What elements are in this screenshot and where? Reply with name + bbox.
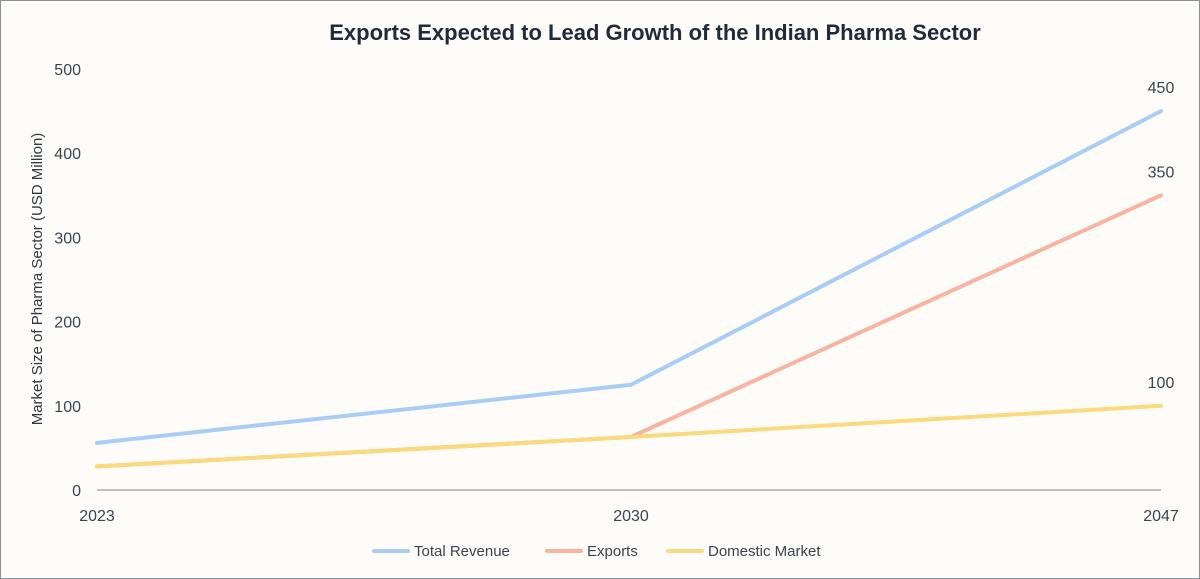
x-tick-label: 2047 [1143, 508, 1179, 525]
x-tick-label: 2023 [79, 508, 115, 525]
y-tick-label: 300 [54, 230, 81, 247]
y-tick-label: 0 [72, 483, 81, 500]
legend-label: Domestic Market [708, 543, 821, 560]
legend: Total Revenue Exports Domestic Market [372, 543, 821, 560]
series-lines [95, 109, 1163, 469]
y-tick-label: 500 [54, 62, 81, 79]
x-tick-label: 2030 [613, 508, 649, 525]
y-tick-label: 400 [54, 146, 81, 163]
legend-label: Exports [587, 543, 638, 560]
data-label: 100 [1148, 375, 1175, 392]
y-axis-ticks: 0 100 200 300 400 500 [54, 62, 81, 500]
data-label: 450 [1148, 80, 1175, 97]
series-line [95, 109, 1163, 445]
y-axis-label: Market Size of Pharma Sector (USD Millio… [29, 133, 46, 426]
y-tick-label: 200 [54, 315, 81, 332]
chart-title: Exports Expected to Lead Growth of the I… [329, 20, 981, 45]
legend-label: Total Revenue [414, 543, 510, 560]
y-tick-label: 100 [54, 399, 81, 416]
data-label: 350 [1148, 164, 1175, 181]
data-labels: 450 350 100 [1148, 80, 1175, 392]
x-axis-ticks: 2023 2030 2047 [79, 508, 1179, 525]
series-line [95, 403, 1163, 469]
